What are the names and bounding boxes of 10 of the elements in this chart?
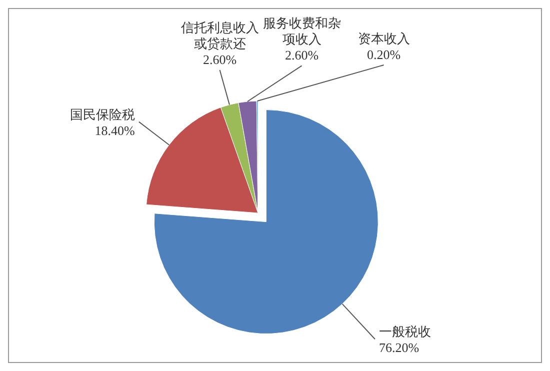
data-label: 2.60% (284, 48, 319, 63)
slice-label: 信托利息收入或贷款还 (180, 20, 259, 51)
slice-label: 服务收费和杂项收入 (262, 16, 341, 47)
data-label: 76.20% (378, 340, 420, 356)
data-label: 2.60% (202, 52, 237, 67)
slice-label: 国民保险税 (70, 106, 135, 122)
slice-label: 一般税收 (378, 324, 431, 340)
data-label: 18.40% (94, 122, 136, 138)
data-label: 0.20% (366, 47, 401, 62)
slice-label: 资本收入 (358, 31, 410, 46)
